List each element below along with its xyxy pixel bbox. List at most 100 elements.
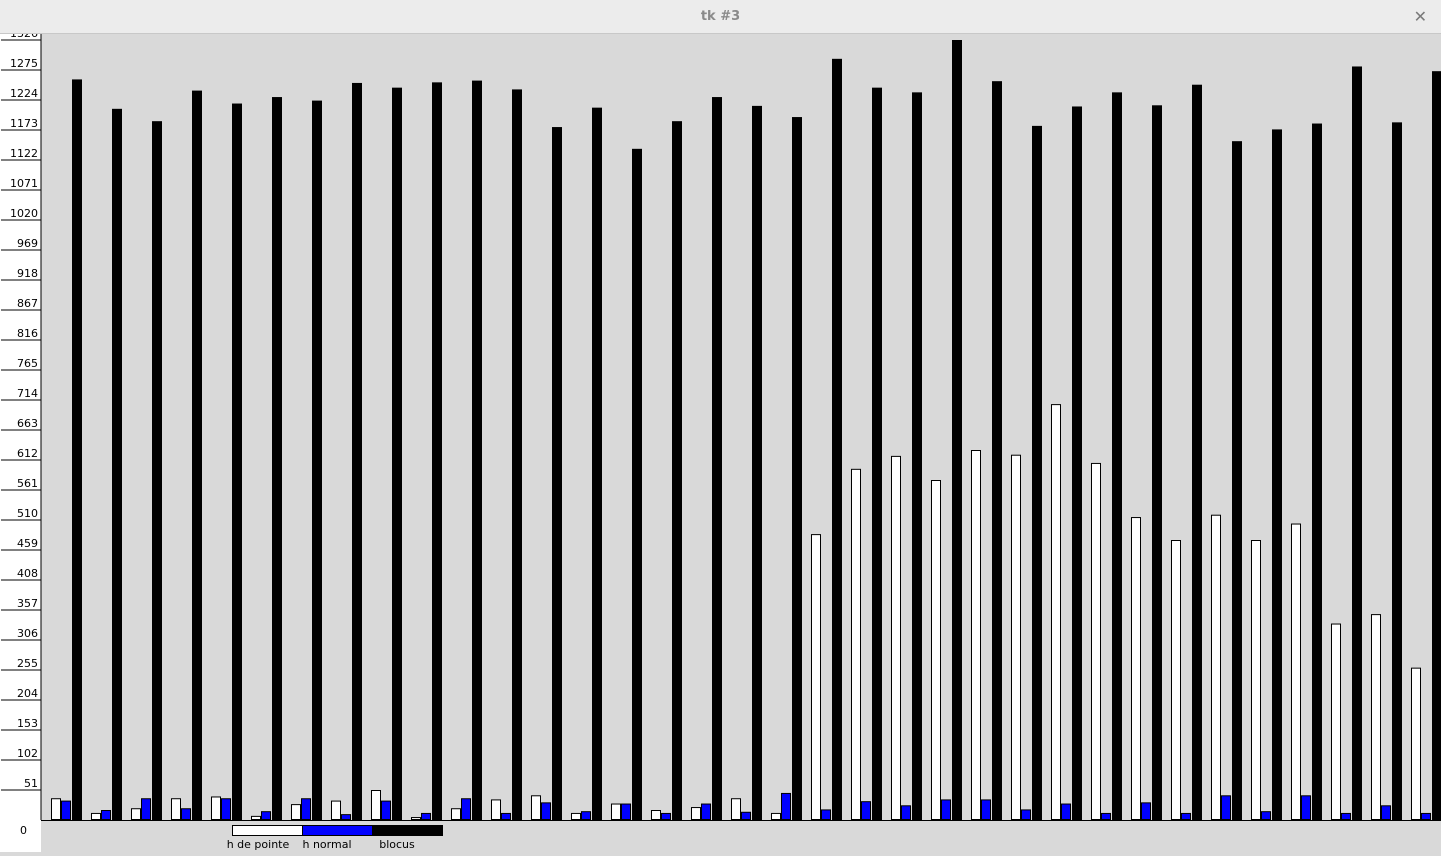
bar-blocus — [73, 80, 82, 820]
bar-h-normal — [302, 799, 311, 820]
bar-blocus — [793, 118, 802, 820]
bar-h-normal — [782, 793, 791, 819]
bar-blocus — [713, 98, 722, 820]
bar-h-de-pointe — [1132, 518, 1141, 820]
bar-h-normal — [942, 800, 951, 820]
bar-blocus — [753, 106, 762, 819]
y-tick-label: 918 — [17, 267, 38, 280]
y-tick-label: 1173 — [10, 117, 38, 130]
bar-blocus — [193, 91, 202, 819]
y-tick-label: 357 — [17, 597, 38, 610]
bar-h-de-pointe — [92, 813, 101, 819]
bar-blocus — [433, 83, 442, 820]
y-tick-label: 1326 — [10, 34, 38, 40]
bar-h-de-pointe — [1052, 405, 1061, 820]
bar-h-normal — [1222, 796, 1231, 820]
bar-h-normal — [1102, 813, 1111, 819]
bar-h-normal — [62, 801, 71, 819]
y-tick-label: 255 — [17, 657, 38, 670]
bar-h-de-pointe — [892, 456, 901, 819]
y-tick-label: 714 — [17, 387, 38, 400]
bar-h-de-pointe — [1172, 541, 1181, 820]
y-tick-label: 204 — [17, 687, 38, 700]
bar-h-normal — [262, 812, 271, 820]
bar-h-de-pointe — [652, 811, 661, 820]
bar-h-de-pointe — [1412, 668, 1421, 819]
bar-h-de-pointe — [732, 799, 741, 820]
y-tick-label: 663 — [17, 417, 38, 430]
y-tick-label: 1020 — [10, 207, 38, 220]
bar-blocus — [873, 88, 882, 819]
bar-blocus — [1273, 130, 1282, 820]
bar-h-normal — [1262, 812, 1271, 820]
bar-h-de-pointe — [532, 796, 541, 820]
bar-blocus — [1033, 126, 1042, 819]
y-tick-label: 306 — [17, 627, 38, 640]
bar-h-normal — [822, 810, 831, 820]
legend-label: h de pointe — [227, 838, 290, 851]
bar-h-normal — [342, 815, 351, 820]
bar-h-de-pointe — [292, 805, 301, 820]
y-tick-label: 51 — [24, 777, 38, 790]
bar-h-normal — [902, 806, 911, 820]
bar-h-de-pointe — [252, 816, 261, 819]
bar-h-normal — [1182, 813, 1191, 819]
bar-h-normal — [1302, 796, 1311, 820]
bar-h-normal — [1382, 806, 1391, 820]
bar-h-normal — [102, 811, 111, 820]
bar-h-normal — [982, 800, 991, 820]
bar-h-normal — [702, 804, 711, 819]
bar-h-de-pointe — [812, 535, 821, 820]
bar-blocus — [593, 108, 602, 819]
bar-blocus — [273, 98, 282, 820]
bar-h-de-pointe — [572, 813, 581, 819]
bar-h-de-pointe — [172, 799, 181, 820]
bar-blocus — [913, 93, 922, 820]
y-tick-label: 765 — [17, 357, 38, 370]
close-icon[interactable]: ✕ — [1414, 0, 1427, 33]
bar-h-normal — [422, 813, 431, 819]
legend-label: blocus — [379, 838, 415, 851]
bar-h-normal — [1342, 813, 1351, 819]
bar-blocus — [1153, 106, 1162, 820]
y-tick-label: 612 — [17, 447, 38, 460]
y-tick-label: 1122 — [10, 147, 38, 160]
bar-h-normal — [142, 799, 151, 820]
bar-h-normal — [382, 801, 391, 819]
bar-h-normal — [502, 813, 511, 819]
bar-h-normal — [662, 813, 671, 819]
bar-blocus — [993, 82, 1002, 820]
bar-blocus — [833, 59, 842, 819]
bar-h-de-pointe — [1372, 615, 1381, 820]
bar-blocus — [953, 41, 962, 820]
y-tick-label: 1224 — [10, 87, 38, 100]
bar-h-normal — [582, 812, 591, 820]
bar-h-de-pointe — [372, 791, 381, 820]
y-tick-label: 816 — [17, 327, 38, 340]
bar-blocus — [1353, 67, 1362, 820]
bar-blocus — [233, 104, 242, 819]
title-bar: tk #3 ✕ — [0, 0, 1441, 34]
bar-blocus — [153, 122, 162, 820]
bar-h-normal — [742, 812, 751, 819]
bar-h-normal — [182, 809, 191, 820]
y-tick-label: 102 — [17, 747, 38, 760]
bar-blocus — [1113, 93, 1122, 820]
y-tick-label: 408 — [17, 567, 38, 580]
bar-h-de-pointe — [692, 808, 701, 820]
y-tick-label: 867 — [17, 297, 38, 310]
bar-h-normal — [462, 799, 471, 820]
bar-h-de-pointe — [212, 797, 221, 820]
bar-h-de-pointe — [1252, 541, 1261, 820]
bar-h-de-pointe — [972, 451, 981, 820]
bar-h-de-pointe — [772, 813, 781, 819]
y-tick-label: 0 — [20, 824, 27, 837]
bar-blocus — [633, 149, 642, 819]
bar-h-normal — [1422, 813, 1431, 819]
bar-h-de-pointe — [852, 469, 861, 819]
bar-h-normal — [1142, 803, 1151, 820]
bar-h-de-pointe — [1012, 455, 1021, 819]
bar-blocus — [1233, 142, 1242, 820]
bar-h-de-pointe — [452, 809, 461, 820]
bar-chart: 0511021532042553063574084595105616126637… — [0, 34, 1441, 852]
